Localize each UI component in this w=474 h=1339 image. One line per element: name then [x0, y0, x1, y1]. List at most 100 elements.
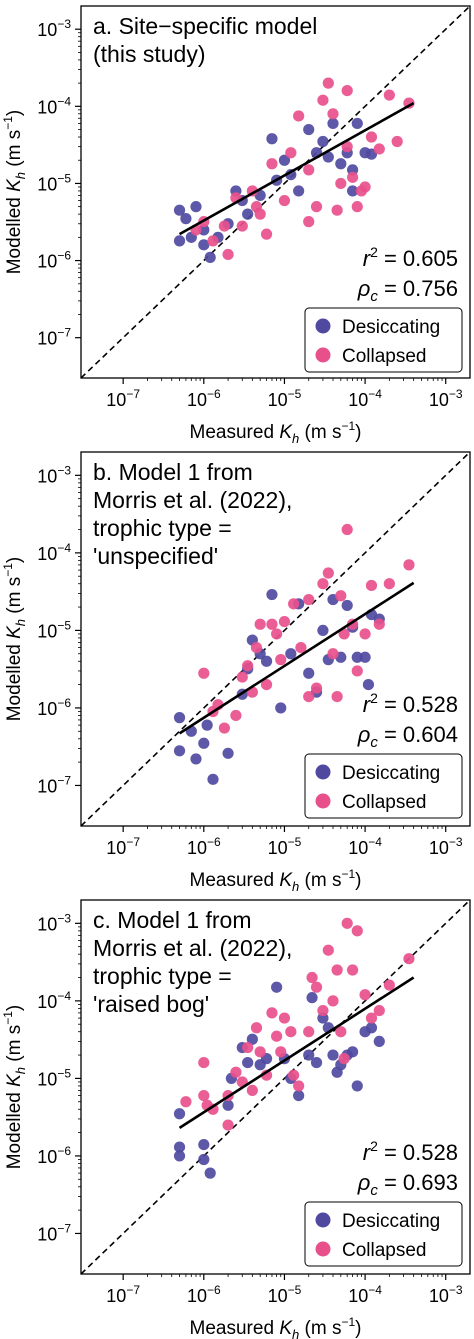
collapsed-point — [403, 559, 415, 571]
collapsed-point — [207, 1103, 219, 1115]
r-squared-text: r2 = 0.605 — [363, 244, 458, 271]
collapsed-point — [180, 1096, 192, 1108]
collapsed-point — [346, 964, 359, 976]
desiccating-point — [207, 773, 219, 785]
y-axis-label: Modelled Kh (m s−1) — [1, 1005, 28, 1170]
collapsed-point — [403, 953, 415, 965]
collapsed-point — [242, 660, 254, 672]
collapsed-point — [278, 194, 291, 207]
collapsed-point — [351, 201, 363, 213]
collapsed-point — [260, 678, 273, 691]
desiccating-point — [173, 1108, 186, 1120]
collapsed-point — [391, 135, 403, 148]
desiccating-point — [341, 599, 353, 612]
desiccating-point — [327, 1049, 339, 1061]
collapsed-point — [266, 1007, 278, 1019]
collapsed-point — [242, 1041, 254, 1054]
collapsed-point — [198, 667, 210, 679]
collapsed-point — [341, 523, 353, 536]
y-tick-label: 10−7 — [37, 326, 71, 349]
legend-label: Desiccating — [342, 317, 440, 338]
collapsed-point — [331, 204, 343, 216]
collapsed-point — [306, 971, 318, 984]
desiccating-point — [373, 1035, 385, 1048]
regression-line — [178, 102, 415, 236]
legend-label: Desiccating — [342, 1211, 440, 1232]
x-axis-label: Measured Kh (m s−1) — [190, 1315, 362, 1339]
desiccating-point — [180, 213, 192, 225]
collapsed-point — [359, 628, 371, 640]
x-tick-label: 10−5 — [268, 387, 302, 410]
desiccating-point — [293, 1090, 305, 1102]
desiccating-point — [351, 1080, 363, 1092]
collapsed-point — [288, 1069, 300, 1081]
desiccating-point — [204, 1167, 216, 1179]
collapsed-point — [322, 567, 334, 579]
panel-title-line: Morris et al. (2022), — [93, 487, 292, 513]
desiccating-point — [204, 251, 216, 263]
collapsed-point — [341, 917, 353, 929]
collapsed-point — [373, 618, 385, 630]
y-tick-label: 10−5 — [37, 618, 71, 641]
collapsed-point — [383, 578, 395, 590]
collapsed-point — [338, 628, 350, 640]
collapsed-point — [335, 1026, 347, 1038]
collapsed-point — [331, 691, 343, 703]
desiccating-point — [317, 624, 329, 636]
rho-c-text: ρc = 0.604 — [357, 722, 458, 751]
desiccating-point — [198, 1139, 210, 1151]
desiccating-legend-marker — [315, 1212, 331, 1228]
desiccating-legend-marker — [315, 318, 331, 334]
y-axis-label: Modelled Kh (m s−1) — [1, 110, 28, 275]
collapsed-point — [383, 979, 395, 991]
desiccating-point — [303, 1049, 315, 1061]
panel-a: 10−7 10−7 10−6 10−6 10−5 10−5 10−4 10−4 10−3 10−3… — [1, 5, 471, 446]
collapsed-point — [271, 628, 283, 640]
collapsed-point — [322, 944, 334, 956]
collapsed-point — [327, 648, 339, 660]
y-tick-label: 10−3 — [37, 17, 71, 40]
desiccating-point — [266, 133, 278, 145]
desiccating-point — [271, 981, 283, 993]
panel-title-line: b. Model 1 from — [93, 459, 253, 485]
desiccating-point — [285, 169, 297, 181]
desiccating-point — [198, 239, 210, 251]
collapsed-point — [254, 208, 266, 220]
collapsed-legend-marker — [315, 793, 331, 809]
rho-c-text: ρc = 0.693 — [357, 1170, 458, 1199]
r-squared-text: r2 = 0.528 — [363, 1138, 458, 1165]
collapsed-point — [246, 1084, 258, 1097]
desiccating-point — [190, 753, 202, 765]
collapsed-point — [365, 131, 378, 143]
desiccating-point — [317, 135, 329, 148]
y-tick-label: 10−6 — [37, 696, 71, 719]
collapsed-point — [327, 995, 339, 1007]
collapsed-point — [230, 709, 242, 722]
collapsed-point — [373, 1004, 385, 1017]
x-tick-label: 10−7 — [106, 1283, 140, 1306]
r-squared-text: r2 = 0.528 — [363, 690, 458, 717]
y-tick-label: 10−6 — [37, 249, 71, 272]
desiccating-point — [306, 992, 318, 1004]
collapsed-point — [198, 1090, 210, 1102]
y-tick-label: 10−5 — [37, 1066, 71, 1089]
panel-title-line: (this study) — [93, 41, 205, 67]
y-tick-label: 10−3 — [37, 463, 71, 486]
collapsed-point — [359, 181, 371, 193]
desiccating-point — [351, 651, 363, 663]
legend: Desiccating Collapsed — [304, 1201, 463, 1267]
collapsed-point — [278, 615, 291, 628]
x-tick-label: 10−3 — [429, 1283, 463, 1306]
collapsed-point — [271, 1030, 283, 1042]
y-tick-label: 10−7 — [37, 773, 71, 796]
desiccating-point — [346, 1046, 359, 1058]
desiccating-point — [275, 702, 287, 714]
desiccating-point — [293, 185, 305, 197]
panel-title-line: 'unspecified' — [93, 543, 218, 569]
desiccating-point — [173, 235, 186, 247]
collapsed-point — [303, 593, 315, 606]
x-tick-label: 10−4 — [348, 387, 382, 410]
legend-label: Collapsed — [342, 1240, 427, 1261]
desiccating-point — [260, 655, 273, 667]
collapsed-point — [266, 158, 278, 170]
